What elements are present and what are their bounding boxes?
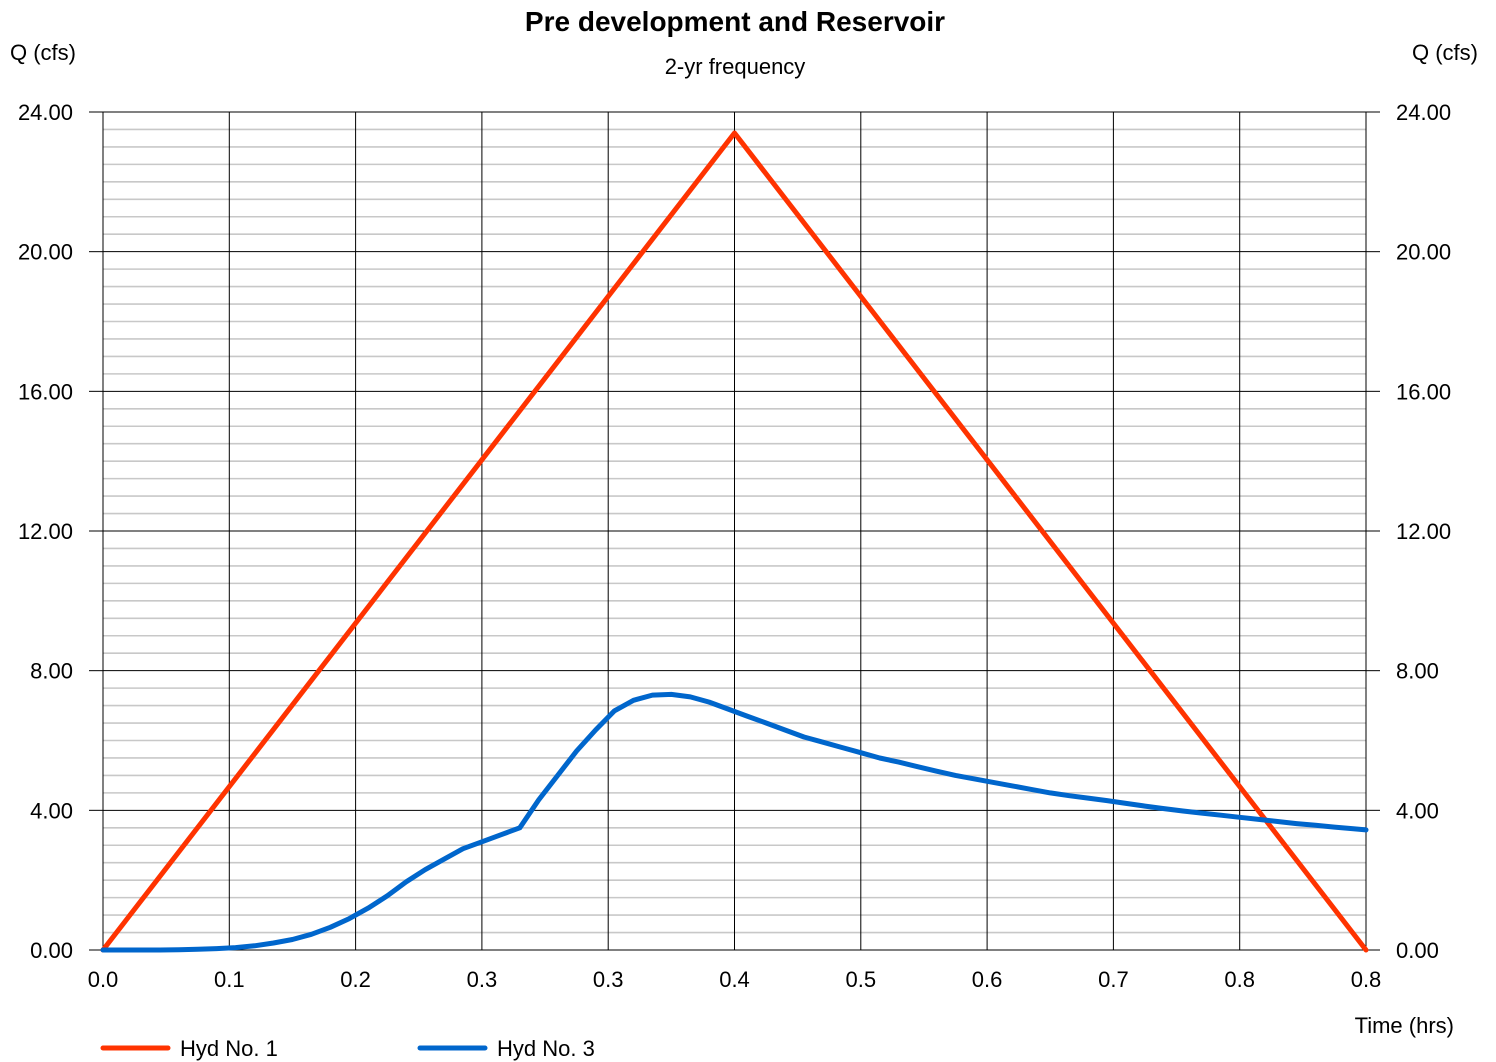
y-tick-label-right: 0.00 [1396,938,1439,963]
y-tick-label-right: 12.00 [1396,519,1451,544]
x-tick-label: 0.5 [846,967,877,992]
x-tick-label: 0.7 [1098,967,1129,992]
y-axis-label-left: Q (cfs) [10,40,76,65]
y-tick-label-left: 16.00 [18,379,73,404]
y-tick-label-right: 8.00 [1396,659,1439,684]
y-tick-label-left: 12.00 [18,519,73,544]
legend-label-2: Hyd No. 3 [497,1036,595,1061]
x-tick-label: 0.8 [1224,967,1255,992]
y-axis-label-right: Q (cfs) [1412,40,1478,65]
series-line-2 [100,691,1369,953]
y-tick-label-left: 8.00 [30,659,73,684]
chart-subtitle: 2-yr frequency [664,54,806,79]
x-tick-label: 0.4 [719,967,750,992]
x-tick-label: 0.6 [972,967,1003,992]
y-tick-label-left: 24.00 [18,100,73,125]
x-tick-label: 0.2 [340,967,371,992]
series-line-1 [100,130,1369,953]
legend-label-1: Hyd No. 1 [180,1036,278,1061]
x-tick-label: 0.3 [467,967,498,992]
y-tick-label-left: 0.00 [30,938,73,963]
y-tick-label-left: 4.00 [30,798,73,823]
chart-title: Pre development and Reservoir [524,6,946,37]
y-tick-label-right: 20.00 [1396,240,1451,265]
x-tick-label: 0.1 [214,967,245,992]
x-tick-label: 0.3 [593,967,624,992]
x-tick-label: 0.0 [88,967,119,992]
y-tick-label-right: 16.00 [1396,379,1451,404]
x-axis-label: Time (hrs) [1354,1013,1454,1038]
plot-frame [102,111,1367,951]
x-tick-label: 0.8 [1351,967,1382,992]
y-tick-label-right: 4.00 [1396,798,1439,823]
y-tick-label-left: 20.00 [18,240,73,265]
y-tick-label-right: 24.00 [1396,100,1451,125]
